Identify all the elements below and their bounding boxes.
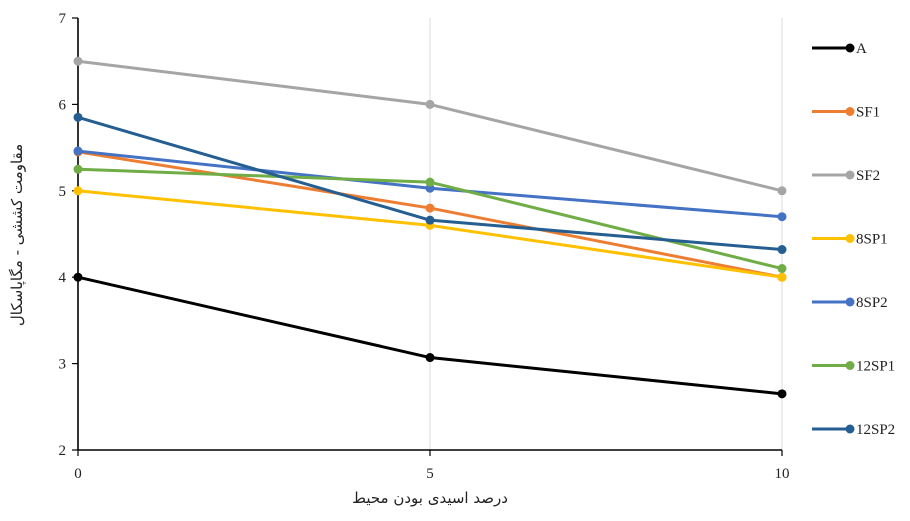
data-point-8sp2: [777, 212, 787, 222]
series-a: [73, 272, 787, 399]
data-point-8sp2: [73, 146, 83, 156]
series-8sp1: [73, 186, 787, 282]
y-axis-title: مقاومت کششی - مگاپاسکال: [8, 144, 27, 326]
legend-item-sf2: SF2: [812, 168, 880, 184]
data-point-12sp2: [777, 245, 787, 255]
data-point-12sp2: [73, 112, 83, 122]
legend-label: SF2: [856, 168, 880, 184]
data-point-12sp1: [777, 264, 787, 274]
series-sf2: [73, 56, 787, 196]
legend-marker: [845, 107, 855, 116]
legend-marker: [845, 43, 855, 53]
legend-item-sf1: SF1: [812, 105, 880, 121]
grid: [429, 18, 783, 450]
legend-label: 12SP2: [856, 422, 895, 438]
data-point-8sp1: [777, 272, 787, 282]
data-point-8sp1: [73, 186, 83, 196]
y-tick-label: 6: [59, 97, 67, 113]
y-tick-label: 4: [59, 270, 67, 286]
legend-label: SF1: [856, 105, 880, 121]
data-point-sf2: [777, 186, 787, 196]
y-tick-label: 2: [59, 443, 67, 459]
axes: 2 3 4 5 6 7 0 5 10: [59, 11, 790, 482]
legend-marker: [845, 234, 855, 243]
legend-marker: [845, 361, 855, 370]
legend-item-12sp1: 12SP1: [812, 359, 895, 375]
data-point-a: [73, 272, 83, 282]
legend-label: 8SP2: [856, 295, 888, 311]
legend-item-8sp1: 8SP1: [812, 232, 888, 248]
data-point-a: [425, 353, 435, 363]
x-tick-label: 10: [775, 466, 790, 482]
data-point-a: [777, 389, 787, 399]
legend-label: 8SP1: [856, 232, 888, 248]
data-point-12sp1: [73, 164, 83, 174]
data-point-sf2: [73, 56, 83, 66]
legend: A SF1 SF2 8SP1 8SP2 12SP1 12SP2: [812, 41, 895, 438]
legend-marker: [845, 170, 855, 180]
series-12sp2: [73, 112, 787, 255]
x-axis-title: درصد اسیدی بودن محیط: [352, 489, 508, 507]
series: [73, 56, 787, 399]
y-tick-label: 5: [59, 184, 67, 200]
data-point-sf2: [425, 99, 435, 109]
x-tick-label: 5: [426, 466, 434, 482]
data-point-12sp2: [425, 215, 435, 225]
data-point-12sp1: [425, 177, 435, 187]
legend-marker: [845, 424, 855, 434]
y-tick-label: 3: [59, 357, 67, 373]
data-point-sf1: [425, 203, 435, 213]
legend-item-8sp2: 8SP2: [812, 295, 888, 311]
legend-label: 12SP1: [856, 359, 895, 375]
x-tick-label: 0: [74, 466, 82, 482]
legend-item-12sp2: 12SP2: [812, 422, 895, 438]
legend-item-a: A: [812, 41, 867, 57]
y-tick-label: 7: [59, 11, 67, 27]
legend-label: A: [856, 41, 867, 57]
legend-marker: [845, 297, 855, 307]
